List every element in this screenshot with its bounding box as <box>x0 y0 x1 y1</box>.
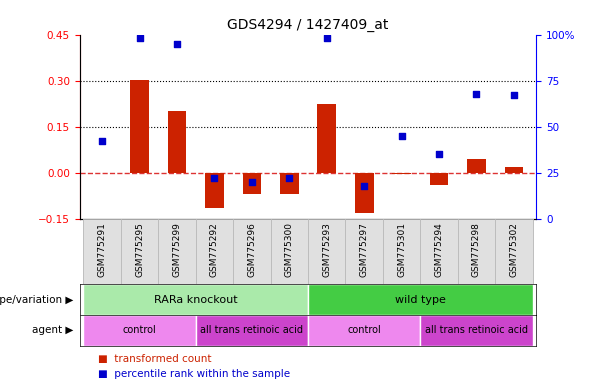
Text: all trans retinoic acid: all trans retinoic acid <box>425 325 528 335</box>
Bar <box>430 173 448 185</box>
Bar <box>83 284 308 315</box>
Bar <box>308 315 421 346</box>
Bar <box>205 173 224 208</box>
Bar <box>243 173 261 194</box>
Point <box>284 175 294 181</box>
Text: ■  transformed count: ■ transformed count <box>98 354 211 364</box>
Bar <box>504 167 524 173</box>
Bar <box>421 315 533 346</box>
Point <box>135 35 145 41</box>
Bar <box>308 284 533 315</box>
Text: control: control <box>348 325 381 335</box>
Point <box>434 151 444 157</box>
Bar <box>392 173 411 174</box>
Bar <box>158 219 196 284</box>
Point <box>359 183 369 189</box>
Text: RARa knockout: RARa knockout <box>154 295 238 305</box>
Bar <box>421 219 458 284</box>
Text: GSM775297: GSM775297 <box>360 222 368 277</box>
Bar <box>196 219 233 284</box>
Bar <box>121 219 158 284</box>
Title: GDS4294 / 1427409_at: GDS4294 / 1427409_at <box>227 18 389 32</box>
Text: ■  percentile rank within the sample: ■ percentile rank within the sample <box>98 369 290 379</box>
Bar <box>495 219 533 284</box>
Bar <box>308 219 346 284</box>
Bar <box>383 219 421 284</box>
Text: control: control <box>123 325 156 335</box>
Text: GSM775291: GSM775291 <box>97 222 107 277</box>
Bar <box>346 219 383 284</box>
Text: GSM775292: GSM775292 <box>210 222 219 277</box>
Point <box>471 91 481 97</box>
Point <box>322 35 332 41</box>
Text: genotype/variation ▶: genotype/variation ▶ <box>0 295 74 305</box>
Text: GSM775298: GSM775298 <box>472 222 481 277</box>
Text: GSM775299: GSM775299 <box>172 222 181 277</box>
Point <box>397 133 406 139</box>
Bar <box>83 219 121 284</box>
Bar <box>83 315 196 346</box>
Text: GSM775300: GSM775300 <box>285 222 294 277</box>
Bar <box>280 173 299 194</box>
Point <box>509 92 519 98</box>
Point <box>247 179 257 185</box>
Bar <box>318 104 336 173</box>
Text: GSM775293: GSM775293 <box>322 222 331 277</box>
Text: GSM775302: GSM775302 <box>509 222 519 277</box>
Text: all trans retinoic acid: all trans retinoic acid <box>200 325 303 335</box>
Text: agent ▶: agent ▶ <box>32 325 74 335</box>
Bar <box>196 315 308 346</box>
Point <box>97 138 107 144</box>
Point <box>210 175 219 181</box>
Bar <box>233 219 270 284</box>
Bar <box>355 173 373 213</box>
Bar <box>270 219 308 284</box>
Point <box>172 41 182 47</box>
Bar <box>168 111 186 173</box>
Text: GSM775301: GSM775301 <box>397 222 406 277</box>
Text: GSM775294: GSM775294 <box>435 222 444 277</box>
Text: wild type: wild type <box>395 295 446 305</box>
Bar <box>467 159 486 173</box>
Text: GSM775296: GSM775296 <box>248 222 256 277</box>
Bar <box>458 219 495 284</box>
Text: GSM775295: GSM775295 <box>135 222 144 277</box>
Bar <box>130 80 149 173</box>
